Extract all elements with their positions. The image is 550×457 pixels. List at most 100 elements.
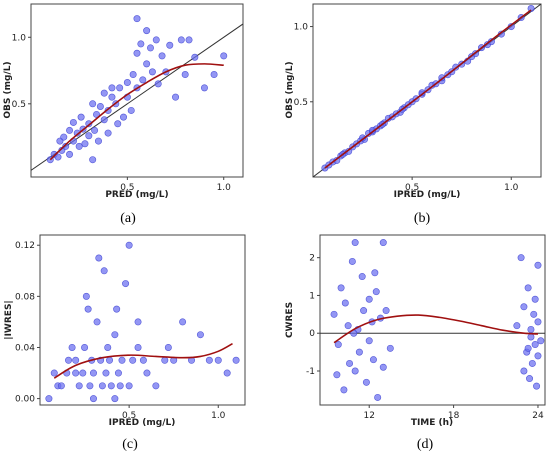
- data-point: [129, 71, 137, 79]
- data-point: [62, 142, 70, 150]
- data-point: [220, 52, 228, 60]
- data-point: [104, 343, 112, 351]
- data-point: [66, 126, 74, 134]
- data-point: [527, 333, 535, 341]
- data-point: [161, 356, 169, 364]
- x-ticks-d: 12 18 24: [363, 405, 544, 421]
- data-point: [94, 137, 102, 145]
- data-point: [125, 382, 133, 390]
- x-ticks-b: 0.5 1.0: [405, 177, 519, 193]
- data-point: [89, 100, 97, 108]
- data-point: [362, 378, 370, 386]
- data-point: [348, 257, 356, 265]
- data-point: [351, 239, 359, 247]
- panel-a: 0.5 1.0 0.5 1.0 PRED (mg/L) OBS (mg/L) (a): [3, 3, 244, 226]
- y-tick-label: 0.5: [12, 100, 26, 110]
- x-axis-label-c: IPRED (mg/L): [109, 418, 176, 428]
- data-point: [122, 280, 130, 288]
- y-axis-label-c: |IWRES|: [4, 300, 14, 339]
- y-tick-label: 2: [309, 254, 315, 264]
- data-point: [520, 303, 528, 311]
- data-point: [158, 52, 166, 60]
- data-point: [527, 325, 535, 333]
- data-point: [379, 363, 387, 371]
- data-point: [166, 41, 174, 49]
- data-point: [517, 254, 525, 262]
- data-point: [530, 310, 538, 318]
- data-point: [108, 84, 116, 92]
- data-point: [107, 382, 115, 390]
- data-point: [205, 356, 213, 364]
- data-point: [360, 307, 368, 315]
- y-tick-label: 0.00: [15, 395, 35, 405]
- data-point: [57, 382, 65, 390]
- data-point: [91, 126, 99, 134]
- data-point: [100, 89, 108, 97]
- data-point: [133, 49, 141, 57]
- data-point: [98, 382, 106, 390]
- data-point: [113, 305, 121, 313]
- data-point: [365, 295, 373, 303]
- y-tick-label: 0.08: [15, 292, 35, 302]
- data-point: [330, 310, 338, 318]
- data-point: [111, 395, 119, 403]
- x-tick-label: 1.0: [211, 411, 226, 421]
- data-point: [371, 269, 379, 277]
- data-point: [111, 331, 119, 339]
- data-point: [333, 371, 341, 379]
- data-point: [513, 322, 521, 330]
- data-point: [123, 79, 131, 87]
- data-point: [200, 84, 208, 92]
- data-point: [69, 118, 77, 126]
- data-point: [534, 352, 542, 360]
- data-point: [137, 40, 145, 48]
- data-point: [85, 132, 93, 140]
- trend-line-c: [53, 342, 233, 379]
- data-point: [143, 369, 151, 377]
- data-point: [102, 369, 110, 377]
- plot-frame-a: [30, 3, 244, 178]
- data-point: [386, 344, 394, 352]
- data-point: [89, 395, 97, 403]
- data-point: [143, 60, 151, 68]
- data-point: [127, 106, 135, 114]
- data-point: [531, 295, 539, 303]
- data-point: [520, 367, 528, 375]
- data-point: [379, 239, 387, 247]
- data-point: [114, 369, 122, 377]
- trend-line: [49, 63, 224, 161]
- data-point: [355, 348, 363, 356]
- data-point: [54, 153, 62, 161]
- y-tick-label: -1: [306, 367, 315, 377]
- data-point: [537, 337, 545, 345]
- data-point: [524, 284, 532, 292]
- data-point: [372, 288, 380, 296]
- y-tick-label: 1: [309, 291, 315, 301]
- data-point: [533, 382, 541, 390]
- data-point: [77, 113, 85, 121]
- data-point: [154, 80, 162, 88]
- data-point: [210, 71, 218, 79]
- data-point: [114, 120, 122, 128]
- data-point: [148, 68, 156, 76]
- data-point: [66, 150, 74, 158]
- data-point: [116, 382, 124, 390]
- data-point: [86, 382, 94, 390]
- data-point: [72, 369, 80, 377]
- data-point: [526, 375, 534, 383]
- panel-b: 0.5 1.0 0.5 1.0 IPRED (mg/L) OBS (mg/L) (b…: [285, 3, 542, 226]
- plot-frame-c: [39, 234, 246, 406]
- data-point: [118, 356, 126, 364]
- data-point: [534, 318, 542, 326]
- data-point: [223, 369, 231, 377]
- x-axis-label-a: PRED (mg/L): [105, 190, 168, 200]
- data-point: [369, 356, 377, 364]
- data-point: [100, 116, 108, 124]
- data-point: [346, 359, 354, 367]
- data-point: [531, 341, 539, 349]
- data-point: [139, 76, 147, 84]
- y-ticks-b: 0.5 1.0: [294, 23, 313, 108]
- data-point: [75, 142, 83, 150]
